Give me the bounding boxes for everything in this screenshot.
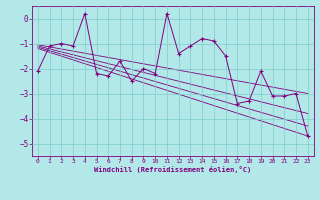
X-axis label: Windchill (Refroidissement éolien,°C): Windchill (Refroidissement éolien,°C) (94, 166, 252, 173)
